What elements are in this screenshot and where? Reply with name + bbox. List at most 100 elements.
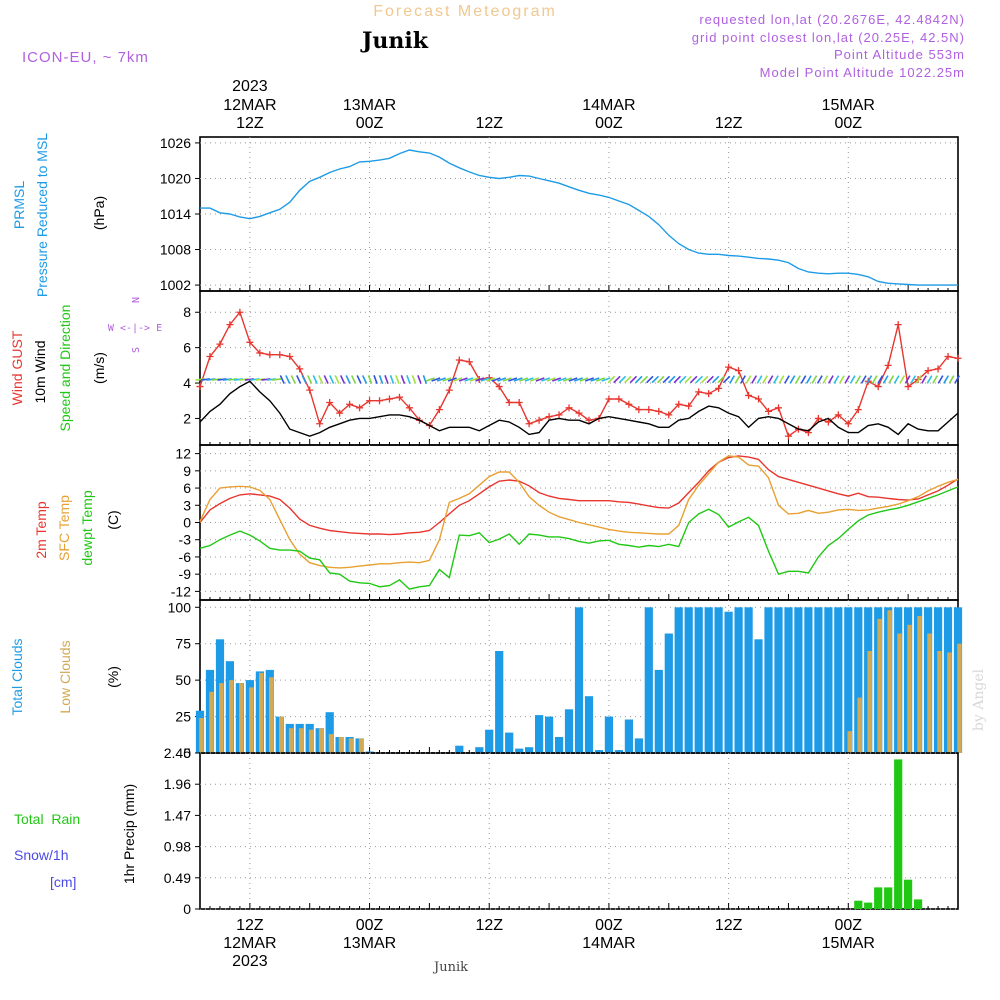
y-tick-label: 75 bbox=[175, 636, 191, 652]
top-date: 14MAR bbox=[582, 97, 635, 114]
gust-point bbox=[854, 406, 862, 414]
gust-point bbox=[675, 400, 683, 408]
gust-point bbox=[575, 409, 583, 417]
compass-n: N bbox=[131, 297, 142, 303]
gust-point bbox=[625, 400, 633, 408]
wind-direction-arrow bbox=[524, 377, 534, 382]
wind-direction-arrow bbox=[339, 375, 346, 384]
bar-low-clouds bbox=[857, 697, 862, 753]
wind-direction-arrow bbox=[508, 377, 518, 382]
wind-direction-arrow bbox=[323, 375, 329, 384]
gust-point bbox=[276, 351, 284, 359]
bar-low-clouds bbox=[328, 734, 334, 753]
gust-point bbox=[745, 391, 753, 399]
gust-point bbox=[495, 383, 503, 391]
gust-point bbox=[236, 308, 244, 316]
bottom-time-label: 12Z bbox=[715, 917, 743, 934]
bar-total-clouds bbox=[505, 732, 514, 753]
bar-total-clouds bbox=[764, 607, 773, 753]
bottom-date: 14MAR bbox=[582, 935, 635, 952]
bar-low-clouds bbox=[199, 718, 204, 753]
gust-point bbox=[665, 411, 673, 419]
wind-direction-arrow bbox=[805, 375, 812, 384]
gust-point bbox=[226, 321, 234, 329]
wind-direction-arrow bbox=[635, 375, 643, 384]
series-line-sfc-temp bbox=[199, 455, 959, 569]
series-line-wind-gust bbox=[199, 310, 959, 438]
gust-point bbox=[296, 365, 304, 373]
bar-total-clouds bbox=[564, 709, 574, 753]
wind-direction-arrow bbox=[422, 375, 428, 384]
wind-direction-arrow bbox=[574, 377, 583, 382]
wind-direction-arrow bbox=[411, 375, 417, 384]
wind-direction-arrow bbox=[350, 375, 357, 384]
gust-point bbox=[725, 363, 733, 371]
wind-direction-arrow bbox=[384, 375, 389, 384]
bar-total-clouds bbox=[624, 719, 633, 753]
bottom-hour: 00Z bbox=[835, 917, 863, 934]
gust-point bbox=[605, 395, 613, 403]
gust-point bbox=[445, 386, 453, 394]
wind-direction-arrow bbox=[904, 375, 911, 384]
bar-total-clouds bbox=[844, 607, 853, 753]
bar-low-clouds bbox=[957, 643, 962, 753]
wind-direction-arrow bbox=[618, 375, 627, 384]
gridpoint-coords: grid point closest lon,lat (20.25E, 42.5… bbox=[692, 30, 965, 45]
snow-cm-label: [cm] bbox=[50, 874, 76, 890]
wind-direction-arrow bbox=[888, 375, 895, 384]
gust-point bbox=[565, 404, 573, 412]
y-tick-label: 0 bbox=[183, 901, 191, 917]
gust-point bbox=[585, 416, 593, 424]
top-hour: 00Z bbox=[356, 115, 384, 132]
y-tick-label: 1008 bbox=[160, 242, 191, 258]
y-tick-label: 8 bbox=[183, 304, 191, 320]
wind-direction-arrow bbox=[552, 377, 562, 382]
gust-point bbox=[366, 397, 374, 405]
clouds-panel-labels: Total Clouds Low Clouds (%) bbox=[9, 638, 121, 715]
gust-point bbox=[535, 416, 543, 424]
bar-low-clouds bbox=[298, 728, 304, 753]
wind-direction-arrow bbox=[751, 375, 757, 384]
y-tick-label: 1.96 bbox=[164, 776, 191, 792]
top-hour: 12Z bbox=[236, 115, 264, 132]
gust-point bbox=[834, 411, 842, 419]
wind-direction-arrow bbox=[833, 375, 840, 384]
bar-low-clouds bbox=[209, 691, 214, 753]
bottom-hour: 00Z bbox=[356, 917, 384, 934]
bar-total-clouds bbox=[485, 729, 494, 753]
wind-direction-arrow bbox=[613, 375, 621, 384]
wind-direction-arrow bbox=[486, 377, 496, 382]
gust-point bbox=[715, 384, 723, 392]
wind-direction-arrow bbox=[579, 377, 589, 382]
top-hour: 00Z bbox=[835, 115, 863, 132]
gust-point bbox=[515, 399, 523, 407]
gust-point bbox=[465, 358, 473, 366]
bar-total-clouds bbox=[754, 639, 763, 753]
low-clouds-label: Low Clouds bbox=[57, 640, 73, 713]
gust-point bbox=[685, 402, 693, 410]
wind-direction-arrow bbox=[497, 377, 507, 382]
wind-direction-arrow bbox=[915, 375, 922, 384]
y-tick-label: 6 bbox=[183, 340, 191, 356]
wind-direction-arrow bbox=[290, 375, 296, 384]
wind-direction-arrow bbox=[711, 375, 720, 384]
gust-point bbox=[615, 395, 623, 403]
panel-clouds: 0 25 50 75 100 bbox=[168, 599, 963, 761]
top-hour: 12Z bbox=[475, 115, 503, 132]
bottom-hour: 12Z bbox=[236, 917, 264, 934]
wind-10m-label: 10m Wind bbox=[32, 340, 48, 403]
gust-point bbox=[894, 321, 902, 329]
bar-low-clouds bbox=[927, 633, 932, 753]
bar-total-clouds bbox=[744, 607, 753, 753]
bar-total-rain bbox=[894, 759, 903, 909]
total-rain-label: Total Rain bbox=[14, 811, 80, 827]
wind-direction-arrow bbox=[285, 375, 291, 384]
bar-total-clouds bbox=[774, 607, 783, 753]
y-tick-label: 1.47 bbox=[164, 807, 191, 823]
bar-total-clouds bbox=[854, 607, 863, 753]
y-tick-label: -6 bbox=[179, 549, 192, 565]
